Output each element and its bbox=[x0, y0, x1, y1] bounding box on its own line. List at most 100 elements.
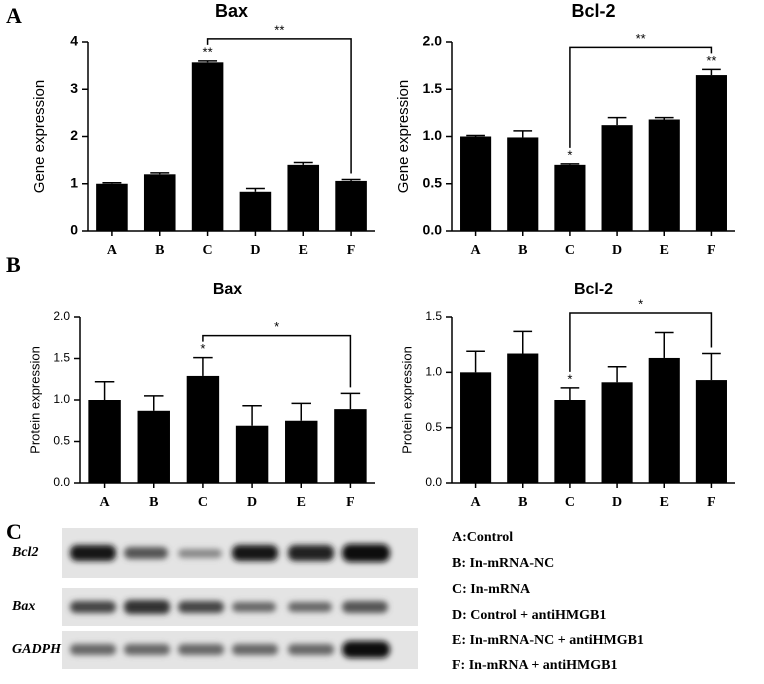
band bbox=[124, 644, 170, 655]
y-axis-label: Protein expression bbox=[399, 346, 414, 454]
y-tick-label: 0.5 bbox=[425, 420, 442, 434]
bracket-label: ** bbox=[636, 31, 646, 46]
x-tick-label: D bbox=[247, 495, 257, 510]
bar bbox=[460, 136, 492, 231]
band bbox=[70, 644, 116, 655]
x-tick-label: F bbox=[346, 495, 355, 510]
band bbox=[342, 641, 390, 658]
band bbox=[178, 601, 224, 613]
y-tick-label: 0.0 bbox=[423, 222, 443, 238]
bar bbox=[554, 400, 586, 483]
significance-bracket bbox=[569, 46, 713, 148]
significance-bracket bbox=[206, 38, 352, 174]
x-tick-label: D bbox=[250, 243, 260, 258]
legend-item: F: In-mRNA + antiHMGB1 bbox=[452, 658, 617, 673]
y-axis-label: Protein expression bbox=[27, 346, 42, 454]
y-tick-label: 0 bbox=[70, 222, 78, 238]
y-tick-label: 2.0 bbox=[53, 309, 70, 323]
x-tick-label: E bbox=[660, 243, 669, 258]
chart-title: Bcl-2 bbox=[571, 1, 615, 21]
y-tick-label: 1.0 bbox=[423, 127, 443, 143]
legend-item: B: In-mRNA-NC bbox=[452, 556, 554, 571]
x-tick-label: C bbox=[565, 243, 575, 258]
y-tick-label: 0.0 bbox=[53, 475, 70, 489]
x-tick-label: B bbox=[518, 243, 527, 258]
x-tick-label: B bbox=[518, 495, 527, 510]
blot-row-label: Bax bbox=[11, 599, 35, 614]
bar bbox=[335, 180, 367, 231]
x-tick-label: F bbox=[347, 243, 356, 258]
y-tick-label: 1.0 bbox=[425, 365, 442, 379]
x-tick-label: C bbox=[203, 243, 213, 258]
x-tick-label: D bbox=[612, 495, 622, 510]
x-tick-label: A bbox=[100, 495, 111, 510]
bar bbox=[695, 380, 727, 483]
legend-item: A:Control bbox=[452, 530, 513, 545]
bar bbox=[137, 410, 170, 483]
x-tick-label: A bbox=[471, 495, 482, 510]
chart: Bax Gene expression 0 1 2 3 4 A B C D E F ** ** bbox=[31, 1, 375, 258]
band bbox=[342, 544, 390, 562]
chart: Bcl-2 Gene expression 0.0 0.5 1.0 1.5 2.0 A B C D E… bbox=[395, 1, 735, 258]
band bbox=[288, 644, 334, 655]
x-tick-label: A bbox=[471, 243, 482, 258]
bar bbox=[507, 137, 539, 231]
y-tick-label: 1.5 bbox=[425, 309, 442, 323]
legend-item: C: In-mRNA bbox=[452, 582, 531, 597]
y-axis-label: Gene expression bbox=[31, 80, 48, 193]
y-tick-label: 1 bbox=[70, 174, 78, 190]
y-tick-label: 1.5 bbox=[423, 80, 443, 96]
western-blot: Bcl2 Bax GADPH bbox=[11, 528, 418, 669]
chart: Bcl-2 Protein expression 0.0 0.5 1.0 1.5 A B C D E… bbox=[399, 281, 735, 510]
bar bbox=[554, 164, 586, 231]
significance-bracket bbox=[569, 312, 713, 372]
x-tick-label: A bbox=[107, 243, 118, 258]
x-tick-label: B bbox=[149, 495, 158, 510]
x-tick-label: C bbox=[565, 495, 575, 510]
y-tick-label: 1.0 bbox=[53, 392, 70, 406]
band bbox=[178, 644, 224, 655]
y-tick-label: 0.0 bbox=[425, 475, 442, 489]
y-tick-label: 4 bbox=[70, 33, 78, 49]
band bbox=[124, 547, 168, 559]
legend-item: D: Control + antiHMGB1 bbox=[452, 608, 606, 623]
band bbox=[288, 602, 332, 612]
bar bbox=[601, 382, 633, 483]
bracket-label: * bbox=[274, 319, 279, 334]
band bbox=[232, 545, 278, 561]
bar bbox=[239, 191, 272, 231]
x-tick-label: B bbox=[155, 243, 164, 258]
bar bbox=[186, 375, 220, 483]
x-tick-label: C bbox=[198, 495, 208, 510]
y-tick-label: 0.5 bbox=[53, 434, 70, 448]
blot-row-label: GADPH bbox=[12, 642, 62, 657]
legend: A:Control B: In-mRNA-NC C: In-mRNA D: Co… bbox=[452, 530, 644, 673]
band bbox=[178, 549, 222, 558]
significance-mark: * bbox=[567, 147, 572, 162]
panel-label: B bbox=[6, 252, 21, 277]
significance-mark: * bbox=[200, 341, 205, 356]
x-tick-label: F bbox=[707, 243, 716, 258]
y-tick-label: 2.0 bbox=[423, 33, 443, 49]
band bbox=[288, 545, 334, 561]
chart: Bax Protein expression 0.0 0.5 1.0 1.5 2.0 A B C D… bbox=[27, 281, 375, 510]
bar bbox=[96, 183, 128, 231]
band bbox=[232, 602, 276, 612]
x-tick-label: E bbox=[660, 495, 669, 510]
bar bbox=[287, 164, 320, 231]
bracket-label: * bbox=[638, 296, 643, 311]
y-tick-label: 2 bbox=[70, 127, 78, 143]
significance-bracket bbox=[202, 334, 352, 388]
y-tick-label: 3 bbox=[70, 80, 78, 96]
bar bbox=[334, 409, 367, 483]
bar bbox=[507, 353, 539, 483]
band bbox=[70, 601, 116, 613]
chart-title: Bcl-2 bbox=[574, 281, 613, 298]
significance-mark: * bbox=[567, 371, 572, 386]
y-tick-label: 1.5 bbox=[53, 351, 70, 365]
x-tick-label: E bbox=[299, 243, 308, 258]
bar bbox=[235, 425, 269, 483]
bar bbox=[460, 372, 492, 483]
bar bbox=[648, 119, 680, 231]
